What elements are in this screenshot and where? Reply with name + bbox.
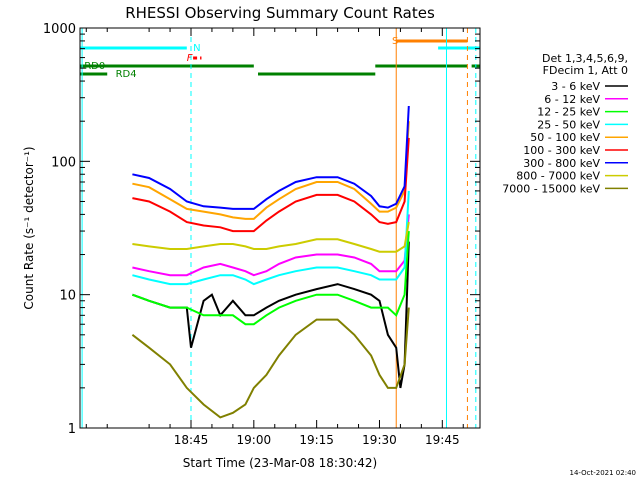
flag-label: F [187,53,193,64]
flag-label: RD4 [116,69,137,80]
series-line-4 [132,190,410,286]
series-line-1 [132,241,410,389]
legend-entry-label: 6 - 12 keV [544,93,600,106]
y-tick-label: 1 [68,422,76,437]
series-line-2 [132,214,410,277]
legend-entry-label: 50 - 100 keV [530,131,600,144]
chart-title: RHESSI Observing Summary Count Rates [125,4,435,22]
legend-entry-label: 300 - 800 keV [523,157,600,170]
legend: Det 1,3,4,5,6,9,FDecim 1, Att 0 3 - 6 keV… [502,52,628,195]
y-tick-label: 10 [59,289,76,304]
plot-frame [79,27,481,429]
legend-header: Det 1,3,4,5,6,9, [542,52,628,65]
x-axis: 18:45 19:00 19:15 19:30 19:45 [85,28,464,447]
x-tick-label: 19:45 [425,433,460,447]
y-axis: 1 10 100 1000 [43,22,480,437]
legend-entry-label: 800 - 7000 keV [516,170,600,183]
series-line-8 [132,221,410,253]
flag-label: N [193,43,200,54]
legend-entry-label: 3 - 6 keV [551,80,600,93]
flag-bars: NF RD0 RD4 S [80,36,480,80]
series-line-6 [132,137,410,233]
x-tick-label: 18:45 [174,433,209,447]
legend-entry-label: 100 - 300 keV [523,144,600,157]
x-axis-label: Start Time (23-Mar-08 18:30:42) [183,456,377,470]
legend-entry-label: 25 - 50 keV [537,118,600,131]
legend-entry-label: 12 - 25 keV [537,106,600,119]
series-line-7 [132,105,410,210]
legend-header: FDecim 1, Att 0 [543,64,628,77]
x-tick-label: 19:15 [299,433,334,447]
y-axis-label: Count Rate (s⁻¹ detector⁻¹) [22,146,36,309]
series-line-5 [132,121,410,220]
series-line-9 [131,307,410,419]
vertical-markers [81,28,477,428]
footer-timestamp: 14-Oct-2021 02:40 [570,469,636,477]
x-tick-label: 19:00 [237,433,272,447]
series-line-3 [132,231,410,326]
legend-entry-label: 7000 - 15000 keV [502,182,600,195]
y-tick-label: 100 [51,155,76,170]
y-tick-label: 1000 [43,22,76,37]
flag-label: RD0 [84,61,105,72]
flag-label: S [392,36,398,47]
x-tick-label: 19:30 [362,433,397,447]
series-lines [131,105,410,419]
